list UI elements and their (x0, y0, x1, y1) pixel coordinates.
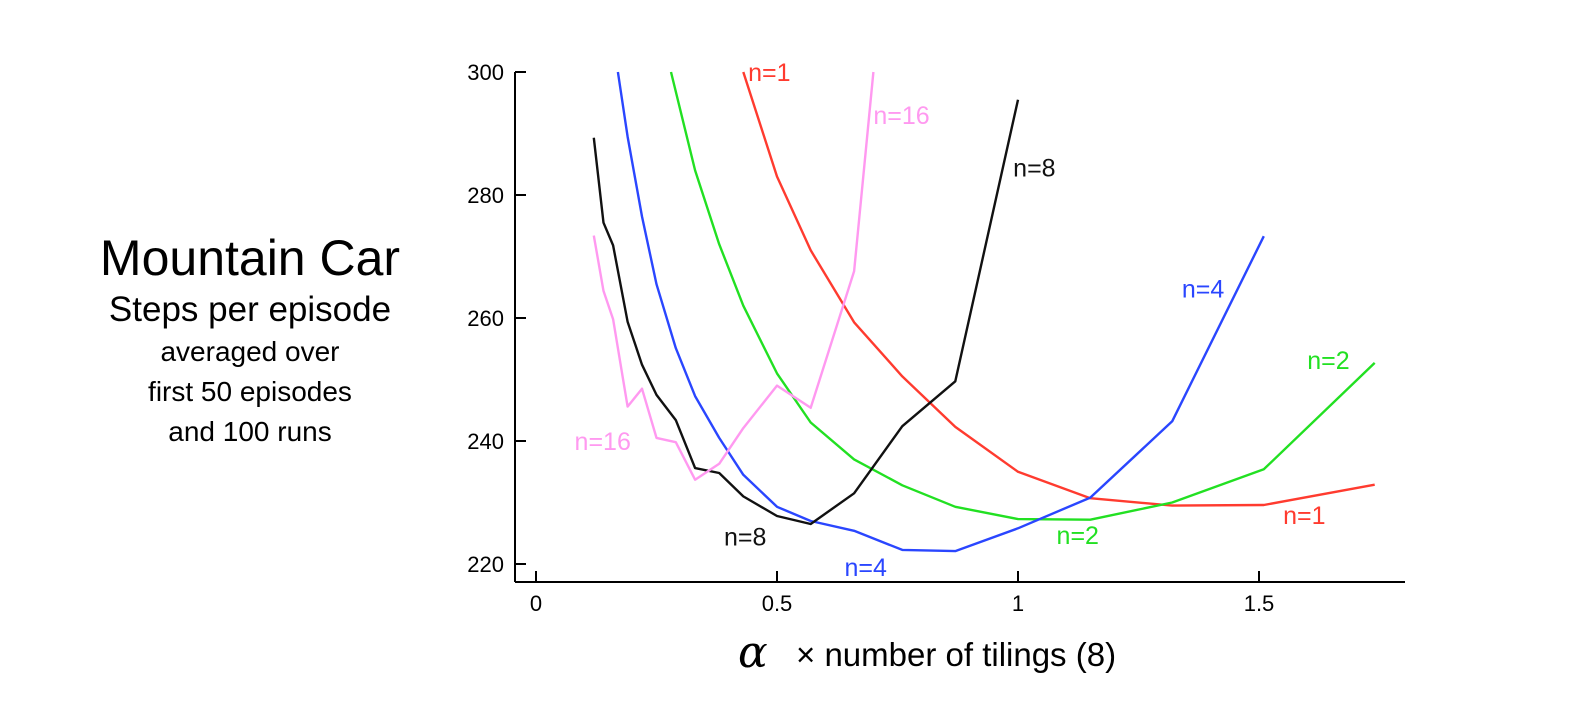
axes: 220 240 260 280 300 0 0.5 1 1.5 (467, 60, 1405, 616)
series-label-n-2: n=2 (1057, 522, 1099, 550)
y-axis-note-line-1: averaged over (160, 336, 340, 367)
x-tick-label: 1.5 (1244, 591, 1275, 616)
x-tick-label: 0.5 (762, 591, 793, 616)
x-tick-label: 1 (1012, 591, 1024, 616)
series-lines (592, 71, 1376, 553)
series-label-n-8: n=8 (724, 523, 766, 551)
series-label-n-4: n=4 (1182, 275, 1225, 303)
series-line-n-2 (669, 71, 1376, 521)
series-label-n-1: n=1 (1283, 502, 1325, 530)
chart-title: Mountain Car (99, 230, 401, 286)
y-axis-note-line-2: first 50 episodes (148, 376, 352, 407)
y-axis-note-line-3: and 100 runs (168, 416, 332, 447)
y-axis-subtitle: Steps per episode (108, 290, 392, 329)
series-line-n-4 (616, 71, 1265, 553)
series-labels: n=1 n=1 n=2 n=2 n=4 n=4 n=8 n=8 n=16 n=16 (575, 59, 1350, 582)
x-axis-title: α × number of tilings (8) (738, 627, 1116, 678)
series-line-n-1 (742, 71, 1375, 507)
series-line-n-8 (592, 99, 1020, 526)
y-tick-label: 260 (467, 306, 504, 331)
y-axis-title-block: Mountain Car Steps per episode averaged … (60, 228, 440, 452)
y-tick-label: 280 (467, 183, 504, 208)
series-label-n-1: n=1 (748, 59, 790, 87)
series-label-n-8: n=8 (1013, 154, 1055, 182)
y-tick-label: 300 (467, 60, 504, 85)
series-label-n-4: n=4 (844, 554, 887, 582)
series-label-n-2: n=2 (1307, 347, 1349, 375)
x-axis-title-symbol: α (738, 627, 768, 678)
x-ticks: 0 0.5 1 1.5 (530, 571, 1274, 616)
y-tick-label: 220 (467, 552, 504, 577)
y-tick-label: 240 (467, 429, 504, 454)
y-ticks: 220 240 260 280 300 (467, 60, 526, 577)
series-label-n-16: n=16 (873, 102, 929, 130)
series-label-n-16: n=16 (575, 428, 631, 456)
x-tick-label: 0 (530, 591, 542, 616)
series-line-n-16 (592, 71, 875, 481)
x-axis-title-text: × number of tilings (8) (796, 636, 1116, 673)
